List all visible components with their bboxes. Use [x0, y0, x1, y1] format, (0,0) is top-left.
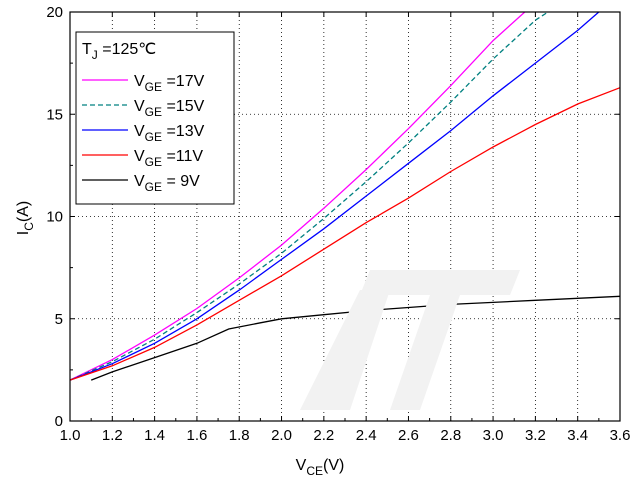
legend-label-3: VGE =11V: [134, 148, 203, 169]
legend-label-rest: =15V: [162, 98, 205, 115]
legend-title-sub: J: [92, 48, 98, 62]
x-axis-title-main: V: [296, 457, 307, 474]
y-tick-label: 20: [46, 4, 63, 21]
legend-label-2: VGE =13V: [134, 123, 205, 144]
series-line-2: [69, 11, 600, 381]
legend-title: TJ =125℃: [82, 41, 156, 62]
legend-title-rest: =125℃: [98, 41, 156, 58]
axis-ticks: 1.0 1.2 1.4 1.6 1.8 2.0 2.2 2.4 2.6 2.8 3.0 3.2 3.4 3…: [46, 4, 630, 444]
legend-label-main: V: [134, 98, 145, 115]
series-line-0: [69, 11, 526, 381]
y-tick-label: 15: [46, 106, 63, 123]
y-tick-label: 5: [55, 311, 63, 328]
x-tick-label: 1.6: [186, 427, 207, 444]
x-axis-title-sub: CE: [306, 464, 323, 477]
x-tick-label: 3.4: [567, 427, 588, 444]
y-axis-title: IC(A): [15, 201, 36, 235]
x-axis-title-unit: (V): [323, 457, 344, 474]
series-line-3: [69, 87, 621, 381]
legend-label-1: VGE =15V: [134, 98, 205, 119]
x-tick-label: 2.4: [356, 427, 377, 444]
y-axis-title-main: I: [15, 231, 32, 235]
x-tick-label: 3.2: [525, 427, 546, 444]
x-tick-label: 2.0: [271, 427, 292, 444]
legend-label-sub: GE: [145, 180, 162, 194]
legend-label-4: VGE = 9V: [134, 173, 200, 194]
legend-label-rest: =13V: [162, 123, 205, 140]
legend-label-sub: GE: [145, 80, 162, 94]
legend-label-rest: = 9V: [162, 173, 200, 190]
x-tick-label: 1.8: [229, 427, 250, 444]
x-tick-label: 1.2: [102, 427, 123, 444]
legend-label-main: V: [134, 148, 145, 165]
legend-label-0: VGE =17V: [134, 73, 205, 94]
x-tick-label: 3.0: [483, 427, 504, 444]
legend-label-sub: GE: [145, 155, 162, 169]
legend-label-main: V: [134, 73, 145, 90]
x-tick-label: 1.0: [60, 427, 81, 444]
y-axis-title-sub: C: [22, 222, 36, 231]
x-tick-label: 2.6: [398, 427, 419, 444]
legend-label-rest: =11V: [162, 148, 203, 165]
legend-label-sub: GE: [145, 105, 162, 119]
legend-title-main: T: [82, 41, 92, 58]
x-tick-label: 2.2: [313, 427, 334, 444]
x-tick-label: 2.8: [440, 427, 461, 444]
y-axis-title-unit: (A): [15, 201, 32, 222]
legend-label-main: V: [134, 173, 145, 190]
y-tick-label: 10: [46, 209, 63, 226]
y-tick-label: 0: [55, 413, 63, 430]
legend-label-main: V: [134, 123, 145, 140]
legend-label-sub: GE: [145, 130, 162, 144]
legend-label-rest: =17V: [162, 73, 205, 90]
x-axis-title: VCE(V): [296, 457, 345, 477]
x-tick-label: 1.4: [144, 427, 165, 444]
legend-box: [75, 31, 235, 205]
x-tick-label: 3.6: [610, 427, 631, 444]
